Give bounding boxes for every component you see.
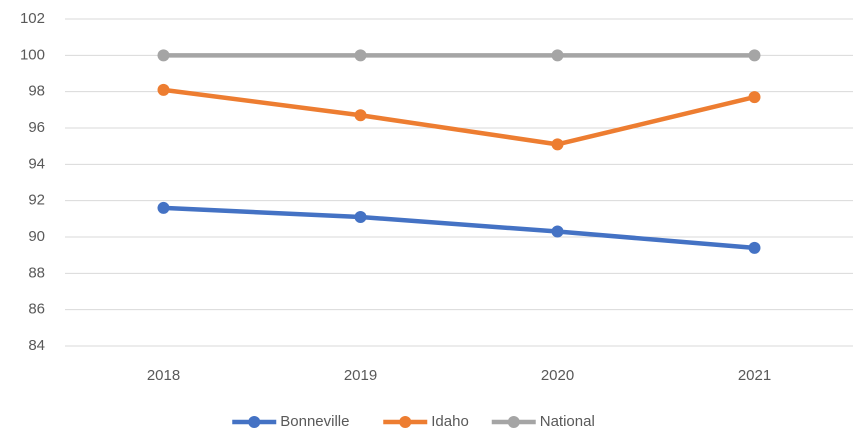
data-point: [748, 49, 761, 62]
series-line: [163, 87, 756, 147]
x-tick-label: 2020: [541, 367, 574, 384]
y-tick-label: 84: [28, 337, 45, 354]
legend-marker: [248, 416, 261, 428]
legend-label: Idaho: [431, 413, 469, 430]
legend-marker: [507, 416, 520, 428]
data-point: [354, 109, 367, 122]
x-tick-label: 2019: [344, 367, 377, 384]
y-tick-label: 88: [28, 264, 45, 281]
legend-label: National: [540, 413, 595, 430]
data-point: [157, 83, 170, 96]
y-tick-label: 94: [28, 155, 45, 172]
y-tick-label: 90: [28, 228, 45, 245]
y-tick-label: 96: [28, 119, 45, 136]
data-point: [551, 225, 564, 238]
series-line: [163, 205, 755, 251]
x-tick-label: 2018: [147, 367, 180, 384]
y-tick-label: 86: [28, 301, 45, 318]
data-point: [551, 49, 564, 62]
y-tick-label: 100: [20, 46, 45, 63]
legend-marker: [399, 416, 412, 428]
y-tick-label: 102: [20, 10, 45, 27]
data-point: [157, 49, 170, 62]
data-point: [748, 91, 761, 104]
data-point: [748, 241, 761, 254]
data-point: [354, 211, 367, 224]
data-point: [157, 201, 170, 214]
legend-label: Bonneville: [280, 413, 349, 430]
y-tick-label: 92: [28, 192, 45, 209]
x-tick-label: 2021: [738, 367, 771, 384]
data-point: [551, 138, 564, 151]
y-tick-label: 98: [28, 83, 45, 100]
data-point: [354, 49, 367, 62]
